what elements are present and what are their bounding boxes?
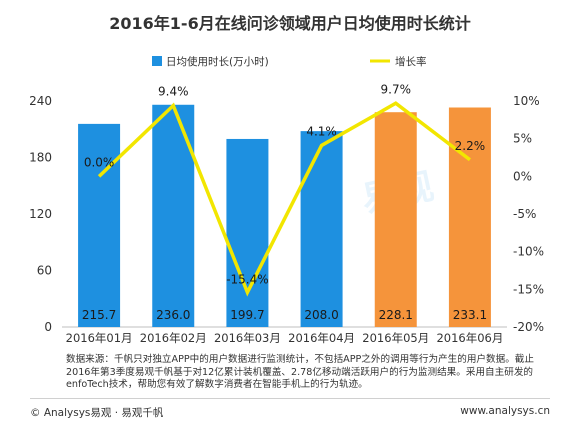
- line-value-label: 9.7%: [381, 82, 412, 96]
- y-left-tick-label: 180: [29, 151, 52, 165]
- bar-value-label: 199.7: [230, 308, 264, 322]
- y-right-tick-label: 10%: [513, 94, 540, 108]
- data-source-note: 数据来源：千帆只对独立APP中的用户数据进行监测统计，不包括APP之外的调用等行…: [66, 354, 534, 390]
- footer-copyright: © Analysys易观 · 易观千帆: [30, 407, 164, 419]
- x-tick-label: 2016年04月: [288, 331, 355, 345]
- y-right-tick-label: -15%: [513, 282, 544, 296]
- bar-value-label: 228.1: [379, 308, 413, 322]
- line-value-label: 0.0%: [84, 155, 115, 169]
- bar: [448, 107, 491, 327]
- x-tick-label: 2016年01月: [66, 331, 133, 345]
- line-value-label: -15.4%: [226, 272, 268, 286]
- x-tick-label: 2016年06月: [436, 331, 503, 345]
- x-tick-label: 2016年03月: [214, 331, 281, 345]
- legend-label-line: 增长率: [395, 55, 427, 68]
- bar-value-label: 233.1: [453, 308, 487, 322]
- chart-title: 2016年1-6月在线问诊领域用户日均使用时长统计: [109, 14, 471, 33]
- y-right-tick-label: 5%: [513, 132, 532, 146]
- x-tick-label: 2016年05月: [362, 331, 429, 345]
- y-right-tick-label: 0%: [513, 169, 532, 183]
- bar: [374, 112, 417, 327]
- y-left-tick-label: 60: [37, 264, 52, 278]
- y-right-tick-label: -20%: [513, 320, 544, 334]
- bar: [226, 138, 269, 327]
- y-left-tick-label: 240: [29, 94, 52, 108]
- y-right-tick-label: -5%: [513, 207, 536, 221]
- chart: 易观 060120180240-20%-15%-10%-5%0%5%10%201…: [29, 55, 544, 345]
- bar: [78, 123, 121, 327]
- footer-url: www.analysys.cn: [460, 405, 550, 417]
- y-right-tick-label: -10%: [513, 245, 544, 259]
- line-value-label: 2.2%: [455, 139, 486, 153]
- x-tick-label: 2016年02月: [140, 331, 207, 345]
- growth-rate-line: [97, 101, 471, 297]
- line-value-label: 4.1%: [306, 124, 337, 138]
- bar-value-label: 215.7: [82, 308, 116, 322]
- bar-value-label: 236.0: [156, 308, 190, 322]
- bar: [300, 131, 343, 327]
- y-left-tick-label: 0: [44, 320, 52, 334]
- y-left-tick-label: 120: [29, 207, 52, 221]
- legend-label-bar: 日均使用时长(万小时): [166, 55, 269, 68]
- footer-divider: [30, 398, 550, 399]
- legend-swatch-bar: [152, 56, 162, 66]
- line-value-label: 9.4%: [158, 85, 189, 99]
- bar-value-label: 208.0: [304, 308, 338, 322]
